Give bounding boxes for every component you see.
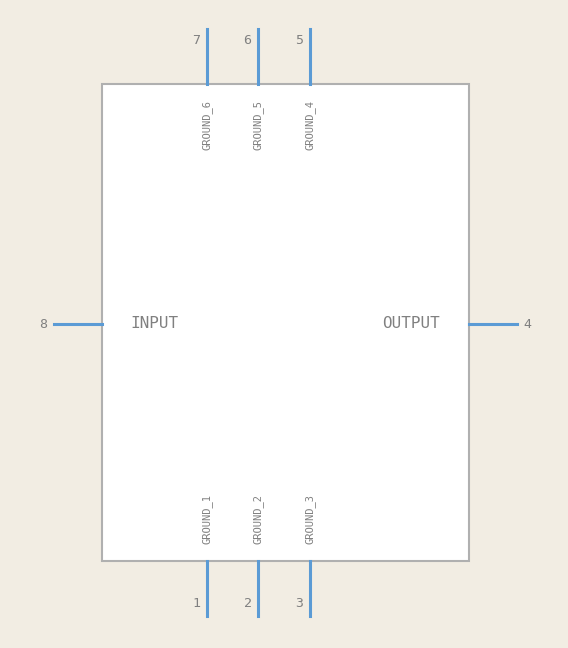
Text: GROUND_3: GROUND_3 xyxy=(304,494,315,544)
Text: 5: 5 xyxy=(295,34,303,47)
Text: GROUND_1: GROUND_1 xyxy=(202,494,213,544)
Text: GROUND_5: GROUND_5 xyxy=(253,100,264,150)
Text: 3: 3 xyxy=(295,597,303,610)
Text: 8: 8 xyxy=(39,318,47,330)
Text: 2: 2 xyxy=(244,597,252,610)
Text: 1: 1 xyxy=(193,597,201,610)
Text: GROUND_6: GROUND_6 xyxy=(202,100,213,150)
Text: OUTPUT: OUTPUT xyxy=(382,316,440,332)
Text: GROUND_2: GROUND_2 xyxy=(253,494,264,544)
Text: GROUND_4: GROUND_4 xyxy=(304,100,315,150)
Text: INPUT: INPUT xyxy=(131,316,179,332)
Bar xyxy=(102,84,469,561)
Text: 4: 4 xyxy=(524,318,532,330)
Text: 6: 6 xyxy=(244,34,252,47)
Text: 7: 7 xyxy=(193,34,201,47)
